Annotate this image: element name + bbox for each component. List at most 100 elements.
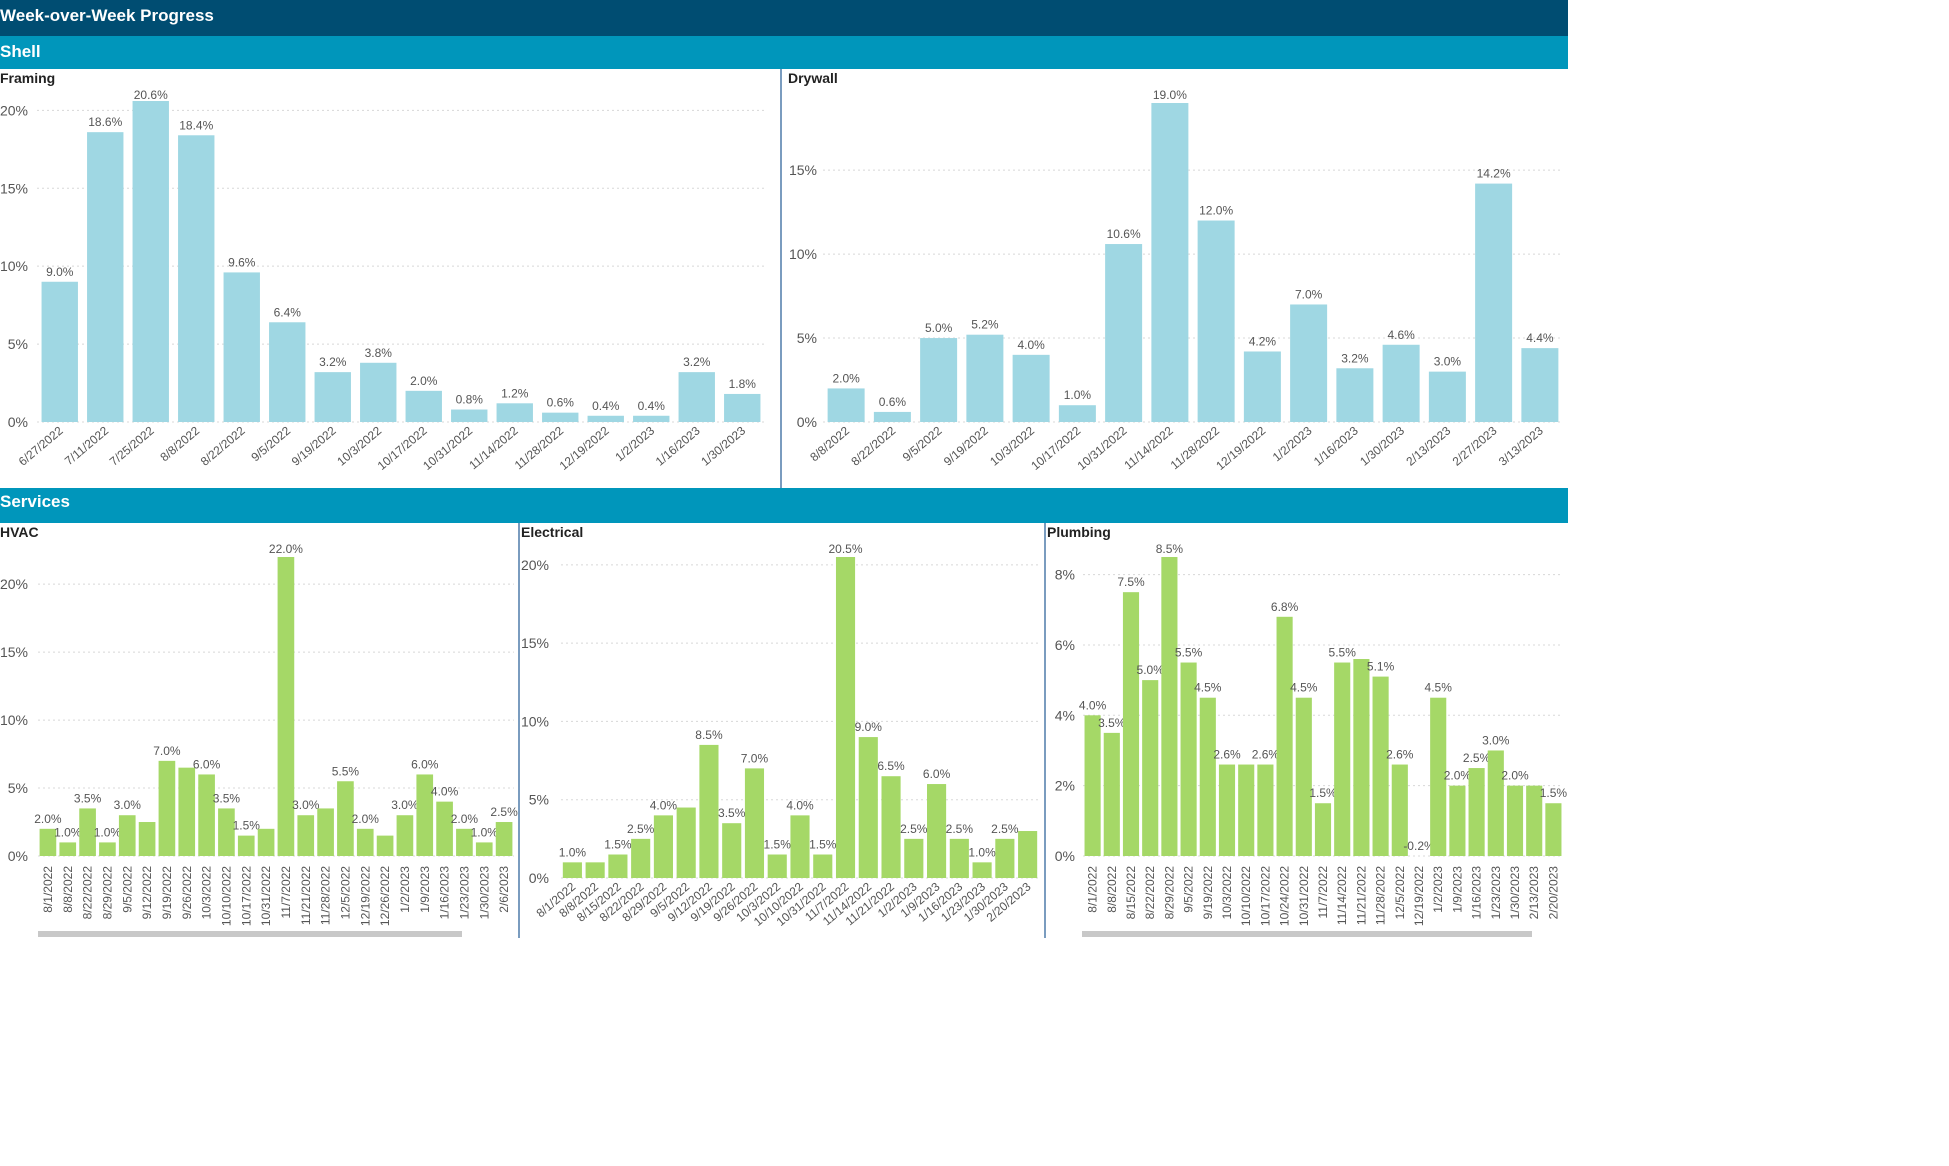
chart-title: HVAC bbox=[0, 524, 39, 540]
y-tick-label: 20% bbox=[521, 557, 549, 573]
data-label: 3.0% bbox=[391, 798, 419, 812]
data-label: 4.5% bbox=[1290, 681, 1318, 695]
bar bbox=[198, 774, 215, 856]
bar bbox=[585, 862, 605, 878]
data-label: 3.2% bbox=[319, 355, 347, 369]
data-label: 18.6% bbox=[88, 115, 122, 129]
y-tick-label: 15% bbox=[789, 162, 817, 178]
data-label: 4.0% bbox=[1079, 698, 1107, 712]
data-label: 6.4% bbox=[274, 305, 302, 319]
data-label: 4.5% bbox=[1425, 681, 1453, 695]
data-label: 3.5% bbox=[74, 791, 102, 805]
bar bbox=[356, 828, 374, 856]
chart-panel-plumbing: Plumbing 0% 2% 4% 6% 8% 4.0% 8/1/2022 3.5% 8/8/20… bbox=[1047, 523, 1568, 938]
x-tick-label: 10/17/2022 bbox=[1028, 423, 1083, 473]
data-label: 2.6% bbox=[1213, 748, 1241, 762]
data-label: 20.5% bbox=[829, 542, 863, 556]
bar bbox=[1475, 183, 1513, 422]
data-label: 5.5% bbox=[332, 764, 360, 778]
bar bbox=[436, 801, 453, 856]
data-label: 6.0% bbox=[193, 757, 221, 771]
data-label: 3.0% bbox=[114, 798, 142, 812]
data-label: 1.0% bbox=[94, 825, 122, 839]
x-tick-label: 1/23/2023 bbox=[1489, 866, 1503, 920]
data-label: 8.5% bbox=[1156, 542, 1184, 556]
bar bbox=[790, 815, 810, 878]
bar bbox=[587, 415, 624, 422]
x-tick-label: 2/13/2023 bbox=[1527, 866, 1541, 920]
bar bbox=[59, 842, 77, 856]
bar bbox=[158, 760, 176, 856]
bar bbox=[416, 774, 434, 856]
x-tick-label: 2/20/2023 bbox=[1546, 866, 1560, 920]
bar bbox=[87, 132, 124, 422]
x-tick-label: 8/1/2022 bbox=[1086, 866, 1100, 913]
data-label: 3.0% bbox=[292, 798, 320, 812]
bar bbox=[456, 828, 473, 856]
data-label: 1.0% bbox=[1064, 388, 1092, 402]
data-label: 19.0% bbox=[1153, 88, 1187, 102]
x-tick-label: 7/11/2022 bbox=[62, 423, 111, 468]
bar bbox=[633, 415, 670, 422]
chart-panel-electrical: Electrical 0% 5% 10% 15% 20% 1.0% 8/1/2022 8/8/2… bbox=[521, 523, 1044, 938]
bar bbox=[676, 807, 696, 878]
plumbing-scrollbar[interactable] bbox=[1082, 931, 1532, 937]
data-label: 4.0% bbox=[650, 798, 678, 812]
x-tick-label: 8/15/2022 bbox=[1124, 866, 1138, 920]
x-tick-label: 10/17/2022 bbox=[239, 866, 253, 926]
data-label: 3.2% bbox=[683, 355, 711, 369]
data-label: 3.8% bbox=[365, 346, 393, 360]
bar bbox=[1084, 715, 1101, 856]
chart-panel-hvac: HVAC 0% 5% 10% 15% 20% 2.0% 8/1/2022 1.0% 8/8/202… bbox=[0, 523, 518, 938]
bar bbox=[297, 815, 315, 856]
x-tick-label: 9/5/2022 bbox=[900, 423, 945, 464]
bar bbox=[1238, 764, 1255, 856]
bar bbox=[1290, 304, 1328, 422]
hvac-scrollbar[interactable] bbox=[38, 931, 462, 937]
y-tick-label: 10% bbox=[0, 712, 28, 728]
bar bbox=[277, 557, 295, 856]
data-label: 5.5% bbox=[1175, 646, 1203, 660]
x-tick-label: 8/22/2022 bbox=[81, 866, 95, 920]
x-tick-label: 10/31/2022 bbox=[259, 866, 273, 926]
bar bbox=[39, 828, 57, 856]
x-tick-label: 6/27/2022 bbox=[16, 423, 66, 468]
x-tick-label: 10/31/2022 bbox=[420, 423, 475, 473]
bar bbox=[237, 835, 255, 856]
chart-panel-drywall: Drywall 0% 5% 10% 15% 2.0% 8/8/2022 0.6% 8/22/20… bbox=[783, 69, 1568, 488]
data-label: 12.0% bbox=[1199, 204, 1233, 218]
data-label: 22.0% bbox=[269, 542, 303, 556]
bar bbox=[1372, 676, 1389, 856]
data-label: 1.0% bbox=[54, 825, 82, 839]
bar bbox=[927, 784, 947, 878]
x-tick-label: 1/16/2023 bbox=[1311, 423, 1361, 468]
bar bbox=[966, 334, 1004, 422]
data-label: 6.5% bbox=[877, 759, 905, 773]
x-tick-label: 12/19/2022 bbox=[1412, 866, 1426, 926]
bar bbox=[1314, 803, 1332, 856]
bar bbox=[1161, 557, 1178, 856]
bar bbox=[744, 768, 765, 878]
bar bbox=[767, 854, 787, 878]
bar bbox=[562, 862, 582, 878]
y-tick-label: 0% bbox=[529, 870, 549, 886]
x-tick-label: 10/10/2022 bbox=[219, 866, 233, 926]
data-label: 2.0% bbox=[832, 371, 860, 385]
x-tick-label: 1/16/2023 bbox=[653, 423, 703, 468]
data-label: 2.0% bbox=[1501, 769, 1529, 783]
data-label: 2.5% bbox=[900, 822, 928, 836]
bar bbox=[1468, 768, 1485, 856]
page-title-banner: Week-over-Week Progress bbox=[0, 0, 1568, 36]
data-label: 3.2% bbox=[1341, 351, 1369, 365]
bar bbox=[1449, 785, 1466, 856]
bar bbox=[1336, 368, 1374, 422]
data-label: 3.5% bbox=[718, 806, 746, 820]
bar bbox=[858, 737, 878, 878]
x-tick-label: 11/28/2022 bbox=[1374, 866, 1388, 925]
x-tick-label: 12/5/2022 bbox=[338, 866, 352, 920]
data-label: 6.0% bbox=[923, 767, 951, 781]
electrical-chart: Electrical0%5%10%15%20%1.0%8/1/20228/8/2… bbox=[521, 524, 1039, 929]
bar bbox=[405, 390, 442, 422]
data-label: 1.5% bbox=[809, 838, 837, 852]
data-label: 3.5% bbox=[1098, 716, 1126, 730]
